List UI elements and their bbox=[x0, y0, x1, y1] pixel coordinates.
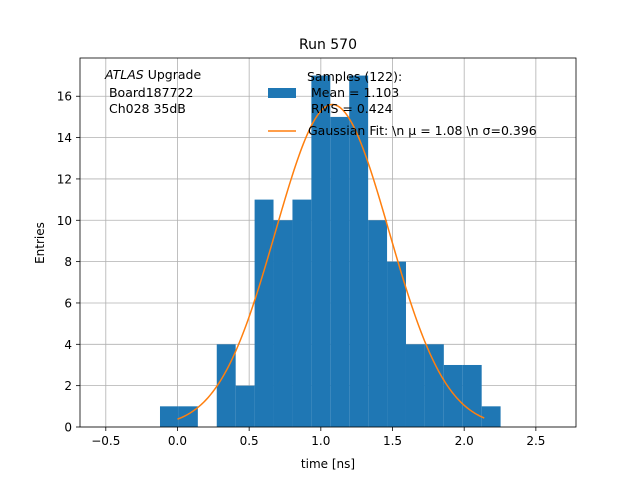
histogram-bar bbox=[368, 220, 388, 427]
y-axis-ticks: 0 2 4 6 8 10 12 14 16 bbox=[57, 90, 80, 435]
y-tick-label: 12 bbox=[57, 172, 72, 186]
x-tick-label: −0.5 bbox=[91, 434, 120, 448]
x-axis-ticks: −0.5 0.0 0.5 1.0 1.5 2.0 2.5 bbox=[91, 427, 545, 448]
x-tick-label: 1.0 bbox=[311, 434, 330, 448]
y-tick-label: 0 bbox=[64, 421, 72, 435]
x-tick-label: 2.0 bbox=[455, 434, 474, 448]
svg-text:ATLAS Upgrade: ATLAS Upgrade bbox=[104, 67, 201, 82]
y-tick-label: 8 bbox=[64, 255, 72, 269]
histogram-bar bbox=[481, 406, 501, 427]
x-tick-label: 2.5 bbox=[526, 434, 545, 448]
x-tick-label: 0.5 bbox=[240, 434, 259, 448]
histogram-bar bbox=[273, 220, 293, 427]
histogram-bar bbox=[216, 344, 236, 427]
y-tick-label: 10 bbox=[57, 214, 72, 228]
x-axis-label: time [ns] bbox=[301, 457, 355, 471]
gaussian-fit-curve bbox=[177, 103, 485, 420]
histogram-bar bbox=[311, 75, 331, 428]
y-tick-label: 6 bbox=[64, 296, 72, 310]
legend: Samples (122): Mean = 1.103 RMS = 0.424 … bbox=[268, 69, 537, 138]
legend-hist-swatch bbox=[268, 88, 296, 98]
histogram-bar bbox=[235, 385, 255, 427]
annotation-atlas: ATLAS bbox=[104, 67, 144, 82]
y-tick-label: 2 bbox=[64, 379, 72, 393]
y-tick-label: 14 bbox=[57, 131, 72, 145]
atlas-annotation: ATLAS Upgrade Board187722 Ch028 35dB bbox=[104, 67, 201, 116]
legend-hist-line-1: Samples (122): bbox=[307, 69, 402, 84]
histogram-bar bbox=[462, 364, 482, 427]
histogram-bar bbox=[254, 199, 274, 427]
histogram-bar bbox=[292, 199, 312, 427]
legend-fit-label: Gaussian Fit: \n μ = 1.08 \n σ=0.396 bbox=[308, 123, 537, 138]
histogram-bar bbox=[387, 261, 406, 427]
histogram-bar bbox=[159, 406, 179, 427]
annotation-channel: Ch028 35dB bbox=[105, 101, 186, 116]
legend-hist-line-2: Mean = 1.103 bbox=[311, 85, 399, 100]
histogram-bars bbox=[159, 75, 501, 428]
annotation-board: Board187722 bbox=[105, 85, 193, 100]
y-tick-label: 4 bbox=[64, 338, 72, 352]
x-tick-label: 1.5 bbox=[383, 434, 402, 448]
legend-hist-line-3: RMS = 0.424 bbox=[311, 101, 393, 116]
histogram-bar bbox=[443, 364, 463, 427]
y-axis-label: Entries bbox=[33, 222, 47, 264]
histogram-bar bbox=[405, 344, 425, 427]
histogram-bar bbox=[349, 75, 369, 428]
x-tick-label: 0.0 bbox=[168, 434, 187, 448]
histogram-bar bbox=[330, 116, 350, 428]
y-tick-label: 16 bbox=[57, 90, 72, 104]
axes-frame bbox=[79, 57, 577, 428]
histogram-bar bbox=[424, 344, 444, 427]
annotation-upgrade: Upgrade bbox=[144, 67, 202, 82]
chart-title: Run 570 bbox=[299, 37, 357, 53]
